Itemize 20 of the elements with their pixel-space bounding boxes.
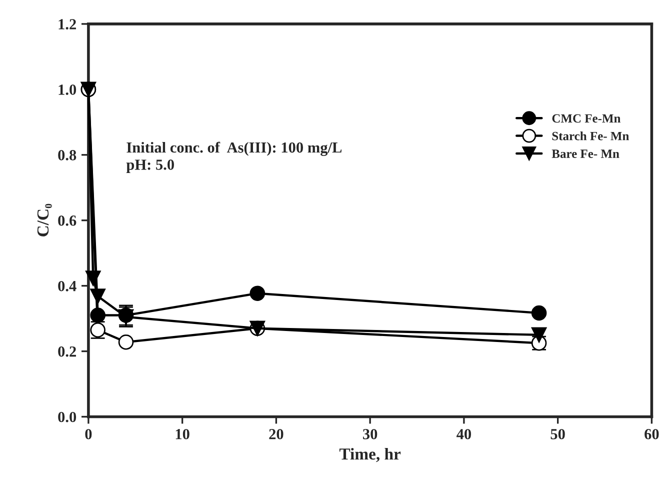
y-tick-label: 1.2 [58,19,76,30]
x-axis-title: Time, hr [339,448,401,462]
x-tick-label: 40 [456,428,472,440]
x-tick-label: 60 [644,428,659,440]
y-axis-title: C/C₀ [37,204,52,236]
x-tick-label: 20 [269,428,284,440]
y-tick-label: 0.4 [58,280,76,292]
x-tick-label: 50 [550,428,565,440]
y-tick-label: 0.0 [58,412,76,422]
x-tick-label: 10 [176,428,190,440]
annotation: Initial conc. of As(III): 100 mg/L pH: 5.0 [126,142,342,173]
y-tick-label: 0.8 [58,150,76,160]
legend-label: CMC Fe-Mn [552,114,621,123]
legend-label: Starch Fe- Mn [552,131,629,140]
x-tick-label: 30 [363,428,378,440]
x-tick-label: 0 [85,428,92,440]
y-tick-label: 0.6 [58,215,76,226]
y-tick-label: 1.0 [58,84,76,95]
y-tick-label: 0.2 [58,346,76,357]
legend-label: Bare Fe- Mn [552,150,620,158]
